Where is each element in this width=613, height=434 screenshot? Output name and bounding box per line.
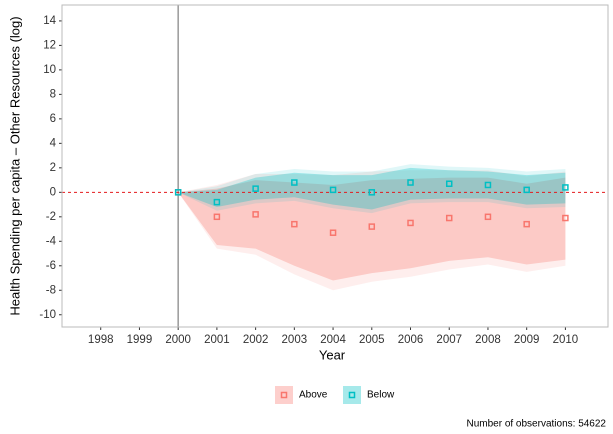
y-tick-label: 14 (43, 15, 56, 27)
point (523, 220, 530, 228)
y-tick-label: 4 (50, 137, 57, 149)
y-tick-label: -2 (46, 211, 56, 223)
x-axis-title: Year (319, 347, 346, 362)
point (174, 189, 182, 196)
y-tick-label: 10 (43, 64, 56, 76)
caption: Number of observations: 54622 (466, 419, 606, 430)
x-tick-label: 2007 (436, 334, 462, 346)
legend-label: Above (299, 390, 328, 401)
point (213, 213, 221, 221)
y-tick-label: 0 (50, 186, 56, 198)
point (329, 186, 337, 194)
point (445, 180, 453, 188)
point (368, 223, 376, 230)
legend-label: Below (367, 390, 395, 401)
x-tick-label: 2005 (359, 334, 385, 346)
legend-symbol (280, 391, 288, 399)
legend-key (343, 386, 361, 404)
point (445, 214, 453, 222)
x-tick-label: 2010 (553, 334, 579, 346)
x-tick-label: 2009 (514, 334, 540, 346)
point (407, 179, 414, 186)
ci-band (178, 167, 566, 210)
point (291, 179, 298, 186)
point (252, 185, 259, 192)
y-tick-label: -10 (39, 309, 56, 321)
ci-band (178, 170, 566, 291)
x-tick-label: 1998 (88, 334, 114, 346)
point (213, 198, 221, 206)
point (368, 189, 376, 196)
y-tick-label: -4 (46, 235, 57, 247)
y-tick-label: 6 (50, 113, 56, 125)
x-tick-label: 2004 (320, 334, 346, 346)
point (329, 229, 337, 236)
x-tick-label: 2008 (475, 334, 501, 346)
y-tick-label: -6 (46, 260, 56, 272)
y-tick-label: -8 (46, 284, 56, 296)
x-tick-label: 2002 (243, 334, 269, 346)
point (484, 213, 492, 221)
x-tick-label: 2003 (282, 334, 308, 346)
x-tick-label: 2000 (165, 334, 191, 346)
legend-key (275, 386, 293, 404)
point (484, 181, 492, 189)
point (252, 211, 259, 218)
point (523, 186, 530, 194)
y-axis-title: Health Spending per capita – Other Resou… (7, 16, 22, 315)
point (562, 184, 569, 191)
point (562, 214, 569, 222)
x-tick-label: 1999 (127, 334, 153, 346)
y-tick-label: 12 (43, 39, 56, 51)
point (407, 219, 414, 227)
panel-border (61, 4, 609, 328)
legend-symbol (348, 391, 356, 399)
y-tick-label: 2 (50, 162, 56, 174)
ci-band (178, 164, 566, 214)
y-tick-label: 8 (50, 88, 56, 100)
x-tick-label: 2006 (398, 334, 424, 346)
x-tick-label: 2001 (204, 334, 230, 346)
point (291, 220, 298, 228)
